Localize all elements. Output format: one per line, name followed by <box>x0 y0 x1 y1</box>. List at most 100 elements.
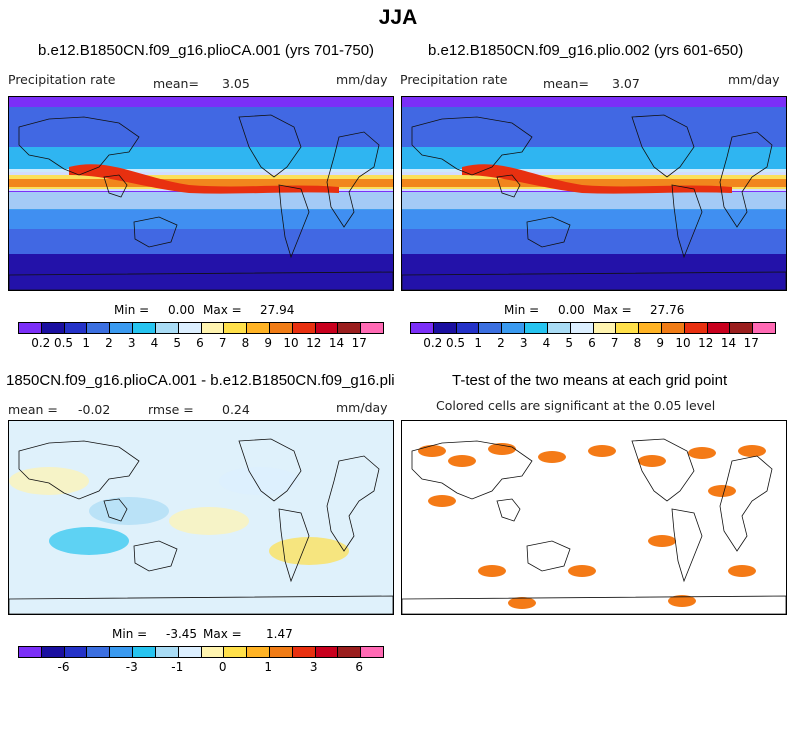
coastline <box>496 174 521 198</box>
colorbar-swatch <box>684 323 708 333</box>
colorbar-tick-label: 17 <box>351 336 367 350</box>
colorbar-tick-label: 3 <box>309 660 318 674</box>
colorbar-swatch <box>525 323 548 333</box>
difference-patch <box>269 537 349 565</box>
colorbar-swatch <box>639 323 662 333</box>
panel3-max-value: 1.47 <box>266 627 293 641</box>
colorbar-swatch <box>661 323 685 333</box>
panel3-mean-value: -0.02 <box>78 402 111 417</box>
coastline <box>719 455 773 552</box>
colorbar-swatch <box>456 323 480 333</box>
panel2-colorbar-ticks: 0.2 0.5 1 2 3 4 5 6 7 8 9 10 12 14 17 <box>410 336 776 350</box>
panel1-min-label: Min = <box>114 303 150 317</box>
panel3-units: mm/day <box>336 400 388 415</box>
colorbar-tick-label: 12 <box>306 336 322 350</box>
colorbar-swatch <box>338 647 362 657</box>
difference-patch <box>49 527 129 555</box>
significant-cell <box>508 597 536 609</box>
panel3-min-label: Min = <box>112 627 148 641</box>
colorbar-swatch <box>133 323 156 333</box>
colorbar-swatch <box>730 323 754 333</box>
colorbar-tick-label: 5 <box>173 336 182 350</box>
colorbar-swatch <box>64 323 88 333</box>
coastline <box>238 438 302 502</box>
precip-band <box>402 192 786 210</box>
colorbar-swatch <box>41 647 65 657</box>
significant-cell <box>688 447 716 459</box>
colorbar-tick-label: 10 <box>283 336 299 350</box>
panel1-map <box>8 96 394 291</box>
colorbar-swatch <box>616 323 640 333</box>
coastline <box>631 114 695 178</box>
colorbar-tick-label: 6 <box>196 336 204 350</box>
colorbar-swatch <box>133 647 156 657</box>
coastline <box>671 184 703 259</box>
panel1-mean-value: 3.05 <box>222 76 250 91</box>
colorbar-swatch <box>19 323 42 333</box>
precip-band <box>9 229 393 254</box>
colorbar-tick-label: 14 <box>720 336 737 350</box>
colorbar-tick-label: 7 <box>610 336 619 350</box>
coastline <box>496 498 521 522</box>
colorbar-swatch <box>269 323 293 333</box>
colorbar-swatch <box>502 323 526 333</box>
panel1-title: b.e12.B1850CN.f09_g16.plioCA.001 (yrs 70… <box>38 42 375 59</box>
colorbar-tick-label: 8 <box>633 336 642 350</box>
colorbar-swatch <box>110 323 134 333</box>
colorbar-tick-label: 17 <box>743 336 759 350</box>
itcz-max <box>462 164 732 194</box>
panel2-max-value: 27.76 <box>650 303 685 317</box>
difference-patch <box>9 467 89 495</box>
significant-cell <box>428 495 456 507</box>
colorbar-swatch <box>87 647 111 657</box>
colorbar-swatch <box>224 323 248 333</box>
colorbar-tick-label: -3 <box>125 660 138 674</box>
colorbar-tick-label: 0 <box>218 660 227 674</box>
panel2-title: b.e12.B1850CN.f09_g16.plio.002 (yrs 601-… <box>428 42 744 59</box>
colorbar-tick-label: 0.2 <box>31 336 51 350</box>
coastline <box>133 216 178 248</box>
colorbar-tick-label: 6 <box>588 336 596 350</box>
colorbar-swatch <box>411 323 434 333</box>
precip-band <box>9 254 393 290</box>
colorbar-swatch <box>753 323 775 333</box>
panel1-units: mm/day <box>336 72 388 87</box>
coastline <box>18 116 140 176</box>
figure-title: JJA <box>378 6 418 29</box>
colorbar-swatch <box>247 323 270 333</box>
colorbar-tick-label: 12 <box>698 336 714 350</box>
colorbar-tick-label: 9 <box>264 336 273 350</box>
panel2-precip-field <box>402 97 786 290</box>
coastline <box>238 114 302 178</box>
colorbar-swatch <box>269 647 293 657</box>
colorbar-swatch <box>178 647 202 657</box>
colorbar-swatch <box>433 323 457 333</box>
colorbar-swatch <box>110 647 134 657</box>
coastline <box>326 455 380 552</box>
panel1-min-value: 0.00 <box>168 303 195 317</box>
colorbar-swatch <box>338 323 362 333</box>
colorbar-tick-label: 8 <box>241 336 250 350</box>
colorbar-swatch <box>155 323 179 333</box>
panel2-map <box>401 96 787 291</box>
colorbar-tick-label: 14 <box>328 336 345 350</box>
panel3-mean-label: mean = <box>8 402 58 417</box>
colorbar-swatch <box>547 323 571 333</box>
significant-cell <box>538 451 566 463</box>
itcz-max <box>69 164 339 194</box>
coastline <box>133 540 178 572</box>
panel3-colorbar-ticks: -6 -3 -1 0 1 3 6 <box>18 660 384 674</box>
panel2-mean-label: mean= <box>543 76 589 91</box>
significant-cell <box>738 445 766 457</box>
colorbar-swatch <box>224 647 248 657</box>
panel1-max-value: 27.94 <box>260 303 295 317</box>
difference-patch <box>89 497 169 525</box>
significant-cell <box>478 565 506 577</box>
colorbar-tick-label: 1 <box>82 336 91 350</box>
colorbar-tick-label: 5 <box>565 336 574 350</box>
precip-band <box>402 179 786 187</box>
coastline <box>9 595 393 614</box>
significant-cell <box>728 565 756 577</box>
colorbar-swatch <box>178 323 202 333</box>
colorbar-tick-label: 4 <box>150 336 159 350</box>
